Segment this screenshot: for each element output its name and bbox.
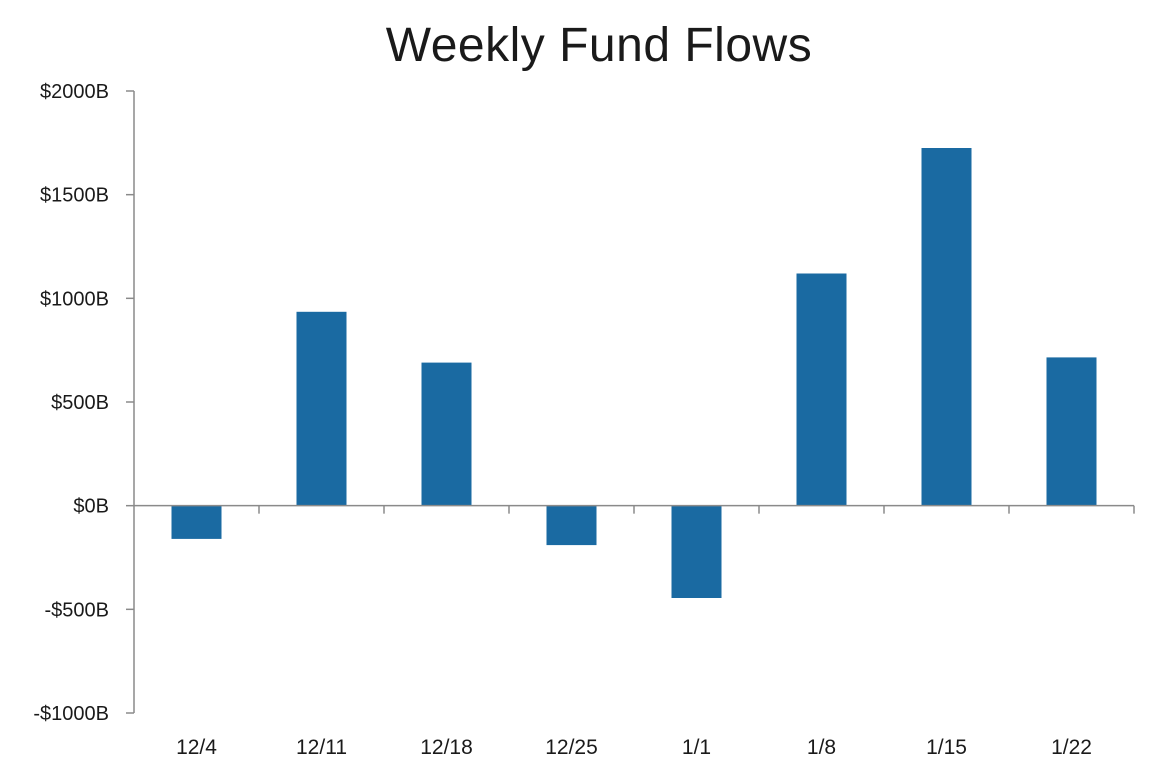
bar-1-22 [1046,357,1097,506]
y-tick-label: $2000B [40,81,109,103]
x-tick-label: 12/11 [296,736,347,759]
axes-group [126,90,1135,714]
x-tick-label: 1/15 [926,736,967,759]
bar-12-4 [171,505,222,539]
x-tick-label: 1/1 [682,736,711,759]
bar-12-18 [421,362,472,506]
bar-12-25 [546,505,597,546]
y-tick-label: $1000B [40,288,109,310]
bar-12-11 [296,311,347,506]
bar-1-1 [671,505,722,598]
x-tick-label: 12/18 [420,736,473,759]
x-tick-label: 12/25 [545,736,598,759]
bar-1-15 [921,148,972,506]
y-tick-label: $500B [51,392,109,414]
x-tick-label: 12/4 [176,736,217,759]
y-tick-label: -$1000B [33,703,109,725]
chart-title: Weekly Fund Flows [385,19,813,72]
x-tick-labels-group: 12/4 12/11 12/18 12/25 1/1 1/8 1/15 1/22 [176,736,1092,759]
y-tick-label: $0B [73,496,109,518]
bar-1-8 [796,273,847,506]
bars-group [171,148,1097,598]
x-tick-label: 1/8 [807,736,836,759]
y-tick-labels-group: $2000B $1500B $1000B $500B $0B -$500B -$1000B [33,81,109,725]
y-tick-label: $1500B [40,185,109,207]
y-tick-label: -$500B [45,599,110,621]
x-tick-label: 1/22 [1051,736,1092,759]
